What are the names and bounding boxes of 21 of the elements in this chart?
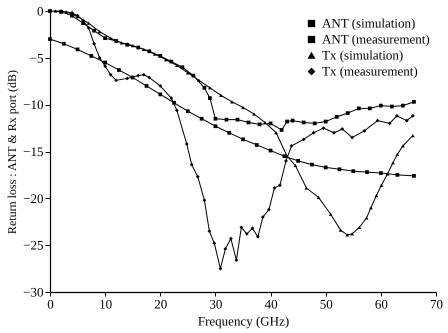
y-tick-label: −10 xyxy=(23,97,44,112)
legend-label: Tx (simulation) xyxy=(322,48,404,62)
y-axis-title: Return loss : ANT & Rx port (dB) xyxy=(5,70,20,234)
legend-label: ANT (simulation) xyxy=(322,16,416,30)
y-tick-label: 0 xyxy=(37,4,44,18)
y-tick-label: −25 xyxy=(23,238,44,253)
y-tick-label: −5 xyxy=(30,50,44,66)
x-tick-label: 30 xyxy=(209,296,222,312)
legend-label: Tx (measurement) xyxy=(322,64,418,78)
legend-label: ANT (measurement) xyxy=(322,32,430,46)
y-tick-label: −30 xyxy=(23,284,44,300)
x-tick-label: 10 xyxy=(99,296,112,312)
x-tick-label: 0 xyxy=(47,296,54,312)
y-tick-label: −20 xyxy=(23,190,44,206)
y-tick-label: −15 xyxy=(23,144,44,159)
x-axis-title: Frequency (GHz) xyxy=(198,314,290,328)
x-tick-label: 50 xyxy=(320,296,333,312)
x-tick-label: 60 xyxy=(374,296,388,312)
x-tick-label: 70 xyxy=(430,296,443,312)
x-tick-label: 40 xyxy=(264,296,278,312)
x-tick-label: 20 xyxy=(154,296,168,312)
